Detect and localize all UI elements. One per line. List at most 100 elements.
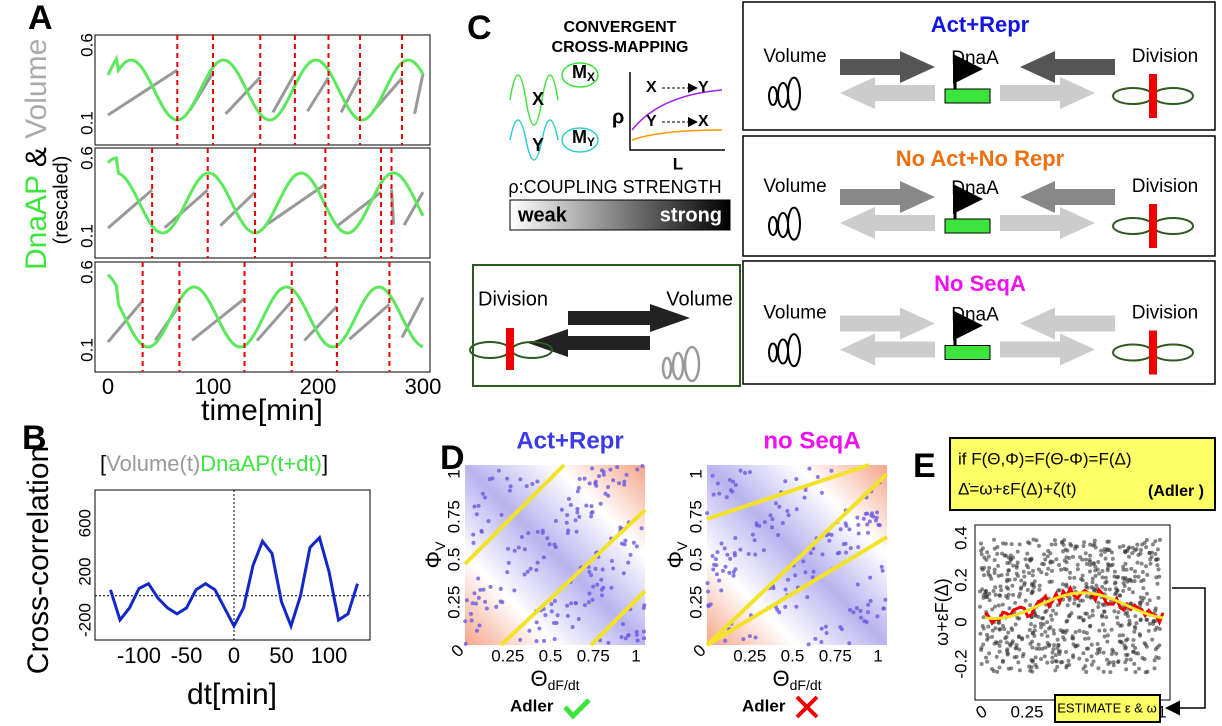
point bbox=[609, 558, 614, 563]
point bbox=[1134, 621, 1139, 626]
point bbox=[746, 552, 751, 557]
point bbox=[823, 624, 828, 629]
point bbox=[540, 530, 545, 535]
point bbox=[1128, 657, 1133, 662]
x-tick-label: 0 bbox=[102, 374, 114, 399]
point bbox=[1130, 643, 1135, 648]
point bbox=[727, 570, 732, 575]
point bbox=[1097, 571, 1102, 576]
point bbox=[1106, 539, 1111, 544]
y-tick-label: 0.2 bbox=[951, 568, 970, 592]
m: M bbox=[572, 62, 587, 82]
point bbox=[547, 542, 552, 547]
point bbox=[727, 477, 732, 482]
point bbox=[858, 615, 863, 620]
y-tick-label: 600 bbox=[75, 509, 94, 537]
y-tick-label: -200 bbox=[75, 603, 94, 637]
point bbox=[593, 566, 598, 571]
point bbox=[1048, 560, 1053, 565]
point bbox=[998, 627, 1003, 632]
model-title: No Act+No Repr bbox=[896, 146, 1065, 171]
axes bbox=[629, 72, 725, 151]
point bbox=[1009, 626, 1014, 631]
y-tick-label: 0.1 bbox=[77, 338, 96, 362]
point bbox=[996, 573, 1001, 578]
point bbox=[1144, 545, 1149, 550]
arrow bbox=[1000, 77, 1095, 109]
point bbox=[596, 474, 601, 479]
promoter bbox=[953, 184, 983, 219]
point bbox=[1040, 646, 1045, 651]
x-label-sub: dF/dt bbox=[548, 677, 580, 693]
point bbox=[879, 564, 884, 569]
point bbox=[1018, 586, 1023, 591]
point bbox=[1012, 655, 1017, 660]
point bbox=[1114, 575, 1119, 580]
point bbox=[1138, 548, 1143, 553]
point bbox=[506, 546, 511, 551]
point bbox=[717, 491, 722, 496]
point bbox=[743, 470, 748, 475]
point bbox=[865, 530, 870, 535]
legend-grey: Volume(t) bbox=[106, 451, 200, 476]
point bbox=[1137, 666, 1142, 671]
arrow bbox=[840, 207, 935, 239]
septum bbox=[1149, 330, 1157, 375]
point bbox=[535, 560, 540, 565]
point bbox=[1080, 557, 1085, 562]
equation-box bbox=[949, 437, 1216, 511]
point bbox=[1089, 654, 1094, 659]
point bbox=[527, 628, 532, 633]
point bbox=[1099, 552, 1104, 557]
point bbox=[807, 466, 812, 471]
point bbox=[733, 482, 738, 487]
point bbox=[1071, 655, 1076, 660]
point bbox=[1005, 595, 1010, 600]
noisy-fit bbox=[984, 584, 1165, 627]
division: Division bbox=[1132, 46, 1199, 67]
point bbox=[1025, 634, 1030, 639]
point bbox=[512, 588, 517, 593]
point bbox=[1092, 541, 1097, 546]
point bbox=[1052, 643, 1057, 648]
point bbox=[1150, 542, 1155, 547]
point bbox=[783, 587, 788, 592]
point bbox=[783, 604, 788, 609]
point bbox=[730, 489, 735, 494]
point bbox=[639, 526, 644, 531]
point bbox=[1146, 628, 1151, 633]
point bbox=[490, 476, 495, 481]
point bbox=[463, 641, 468, 646]
point bbox=[1081, 618, 1086, 623]
point bbox=[1087, 569, 1092, 574]
point bbox=[1135, 560, 1140, 565]
point bbox=[559, 507, 564, 512]
point bbox=[1024, 563, 1029, 568]
label-amp: & bbox=[20, 139, 53, 176]
x-tick-label: 0.75 bbox=[577, 646, 610, 665]
plot-frame bbox=[94, 489, 371, 641]
x-label-sub: dF/dt bbox=[790, 677, 822, 693]
weak: weak bbox=[517, 204, 568, 226]
point bbox=[995, 544, 1000, 549]
fit-line bbox=[706, 463, 870, 521]
point bbox=[996, 603, 1001, 608]
point bbox=[1115, 660, 1120, 665]
point bbox=[725, 552, 730, 557]
point bbox=[608, 467, 613, 472]
point bbox=[1102, 603, 1107, 608]
point bbox=[1055, 637, 1060, 642]
point bbox=[1069, 543, 1074, 548]
manifold: MY bbox=[572, 127, 595, 149]
point bbox=[1050, 617, 1055, 622]
point bbox=[1089, 642, 1094, 647]
point bbox=[1017, 668, 1022, 673]
point bbox=[747, 470, 752, 475]
m-sub: Y bbox=[587, 135, 595, 149]
point bbox=[843, 541, 848, 546]
point bbox=[847, 641, 852, 646]
point bbox=[1123, 646, 1128, 651]
point bbox=[1050, 655, 1055, 660]
point bbox=[1036, 543, 1041, 548]
